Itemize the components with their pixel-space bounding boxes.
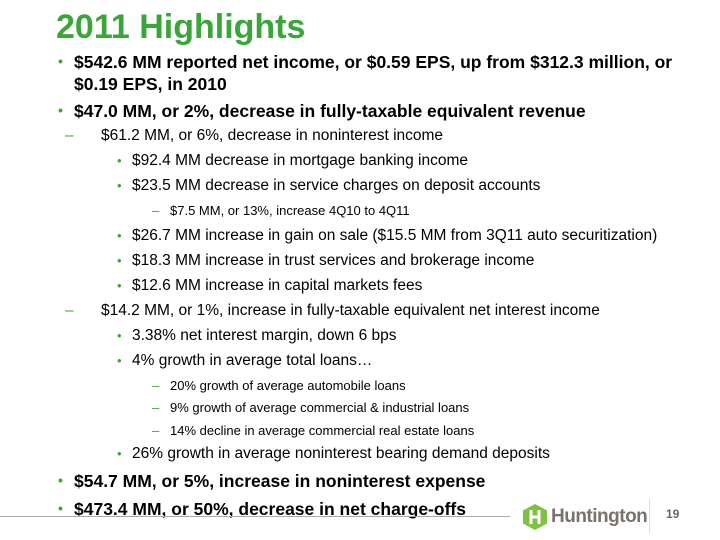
footer-divider — [649, 499, 650, 533]
bullet-text: 26% growth in average noninterest bearin… — [132, 445, 550, 462]
bullet-text: $473.4 MM, or 50%, decrease in net charg… — [74, 499, 466, 519]
bullet-text: $7.5 MM, or 13%, increase 4Q10 to 4Q11 — [170, 203, 410, 218]
bullet-dot-icon: • — [58, 500, 63, 516]
bullet-dash-icon: – — [152, 423, 160, 438]
bullet-item: –20% growth of average automobile loans — [152, 378, 406, 393]
bullet-dash-icon: – — [152, 203, 160, 218]
bullet-dot-icon: • — [117, 178, 122, 193]
bullet-dash-icon: – — [65, 302, 74, 319]
slide-title: 2011 Highlights — [56, 8, 306, 46]
bullet-item: – $14.2 MM, or 1%, increase in fully-taxa… — [65, 302, 600, 320]
huntington-logo: Huntington — [523, 504, 648, 530]
bullet-text: 4% growth in average total loans… — [132, 352, 373, 369]
bullet-item: • $26.7 MM increase in gain on sale ($15.… — [117, 227, 658, 245]
bullet-item: • $12.6 MM increase in capital markets fe… — [117, 277, 423, 295]
bullet-text: $14.2 MM, or 1%, increase in fully-taxab… — [101, 302, 600, 319]
bullet-dot-icon: • — [117, 328, 122, 343]
bullet-item: • $54.7 MM, or 5%, increase in noninteres… — [58, 471, 486, 492]
bullet-text: $61.2 MM, or 6%, decrease in noninterest… — [101, 127, 444, 144]
bullet-dot-icon: • — [117, 228, 122, 243]
bullet-dot-icon: • — [117, 278, 122, 293]
footer-rule — [0, 516, 510, 517]
bullet-item: • $47.0 MM, or 2%, decrease in fully-taxa… — [58, 101, 586, 122]
bullet-dot-icon: • — [58, 53, 63, 69]
bullet-item: • $542.6 MM reported net income, or $0.59… — [58, 52, 673, 73]
bullet-text: 3.38% net interest margin, down 6 bps — [132, 327, 397, 344]
bullet-item: • 4% growth in average total loans… — [117, 352, 373, 370]
bullet-text: $542.6 MM reported net income, or $0.59 … — [74, 52, 673, 72]
bullet-dash-icon: – — [152, 400, 160, 415]
bullet-item: $0.19 EPS, in 2010 — [74, 74, 227, 95]
bullet-item: • 3.38% net interest margin, down 6 bps — [117, 327, 397, 345]
bullet-item: – $7.5 MM, or 13%, increase 4Q10 to 4Q11 — [152, 203, 410, 218]
bullet-text: $18.3 MM increase in trust services and … — [132, 252, 535, 269]
bullet-item: • $23.5 MM decrease in service charges on… — [117, 177, 541, 195]
bullet-dot-icon: • — [117, 353, 122, 368]
bullet-text: $92.4 MM decrease in mortgage banking in… — [132, 152, 469, 169]
logo-hexagon-icon — [523, 504, 547, 530]
bullet-text: $26.7 MM increase in gain on sale ($15.5… — [132, 227, 658, 244]
bullet-item: • $473.4 MM, or 50%, decrease in net char… — [58, 499, 466, 520]
bullet-item: • $18.3 MM increase in trust services and… — [117, 252, 535, 270]
bullet-item: • 26% growth in average noninterest beari… — [117, 445, 550, 463]
bullet-dot-icon: • — [117, 253, 122, 268]
bullet-dot-icon: • — [117, 153, 122, 168]
bullet-item: –9% growth of average commercial & indus… — [152, 400, 470, 415]
bullet-text: $47.0 MM, or 2%, decrease in fully-taxab… — [74, 101, 586, 121]
page-number: 19 — [666, 507, 680, 521]
bullet-item: –14% decline in average commercial real … — [152, 423, 475, 438]
bullet-dash-icon: – — [152, 378, 160, 393]
bullet-text: $23.5 MM decrease in service charges on … — [132, 177, 541, 194]
bullet-text: $12.6 MM increase in capital markets fee… — [132, 277, 423, 294]
bullet-item: – $61.2 MM, or 6%, decrease in noninteres… — [65, 127, 444, 145]
bullet-dot-icon: • — [117, 446, 122, 461]
logo-text: Huntington — [551, 506, 648, 527]
bullet-text: 14% decline in average commercial real e… — [170, 423, 475, 438]
bullet-text: $0.19 EPS, in 2010 — [74, 74, 227, 94]
bullet-text: 9% growth of average commercial & indust… — [170, 400, 470, 415]
bullet-text: $54.7 MM, or 5%, increase in noninterest… — [74, 471, 486, 491]
bullet-item: • $92.4 MM decrease in mortgage banking i… — [117, 152, 469, 170]
bullet-text: 20% growth of average automobile loans — [170, 378, 406, 393]
bullet-dot-icon: • — [58, 472, 63, 488]
bullet-dash-icon: – — [65, 127, 74, 144]
bullet-dot-icon: • — [58, 102, 63, 118]
